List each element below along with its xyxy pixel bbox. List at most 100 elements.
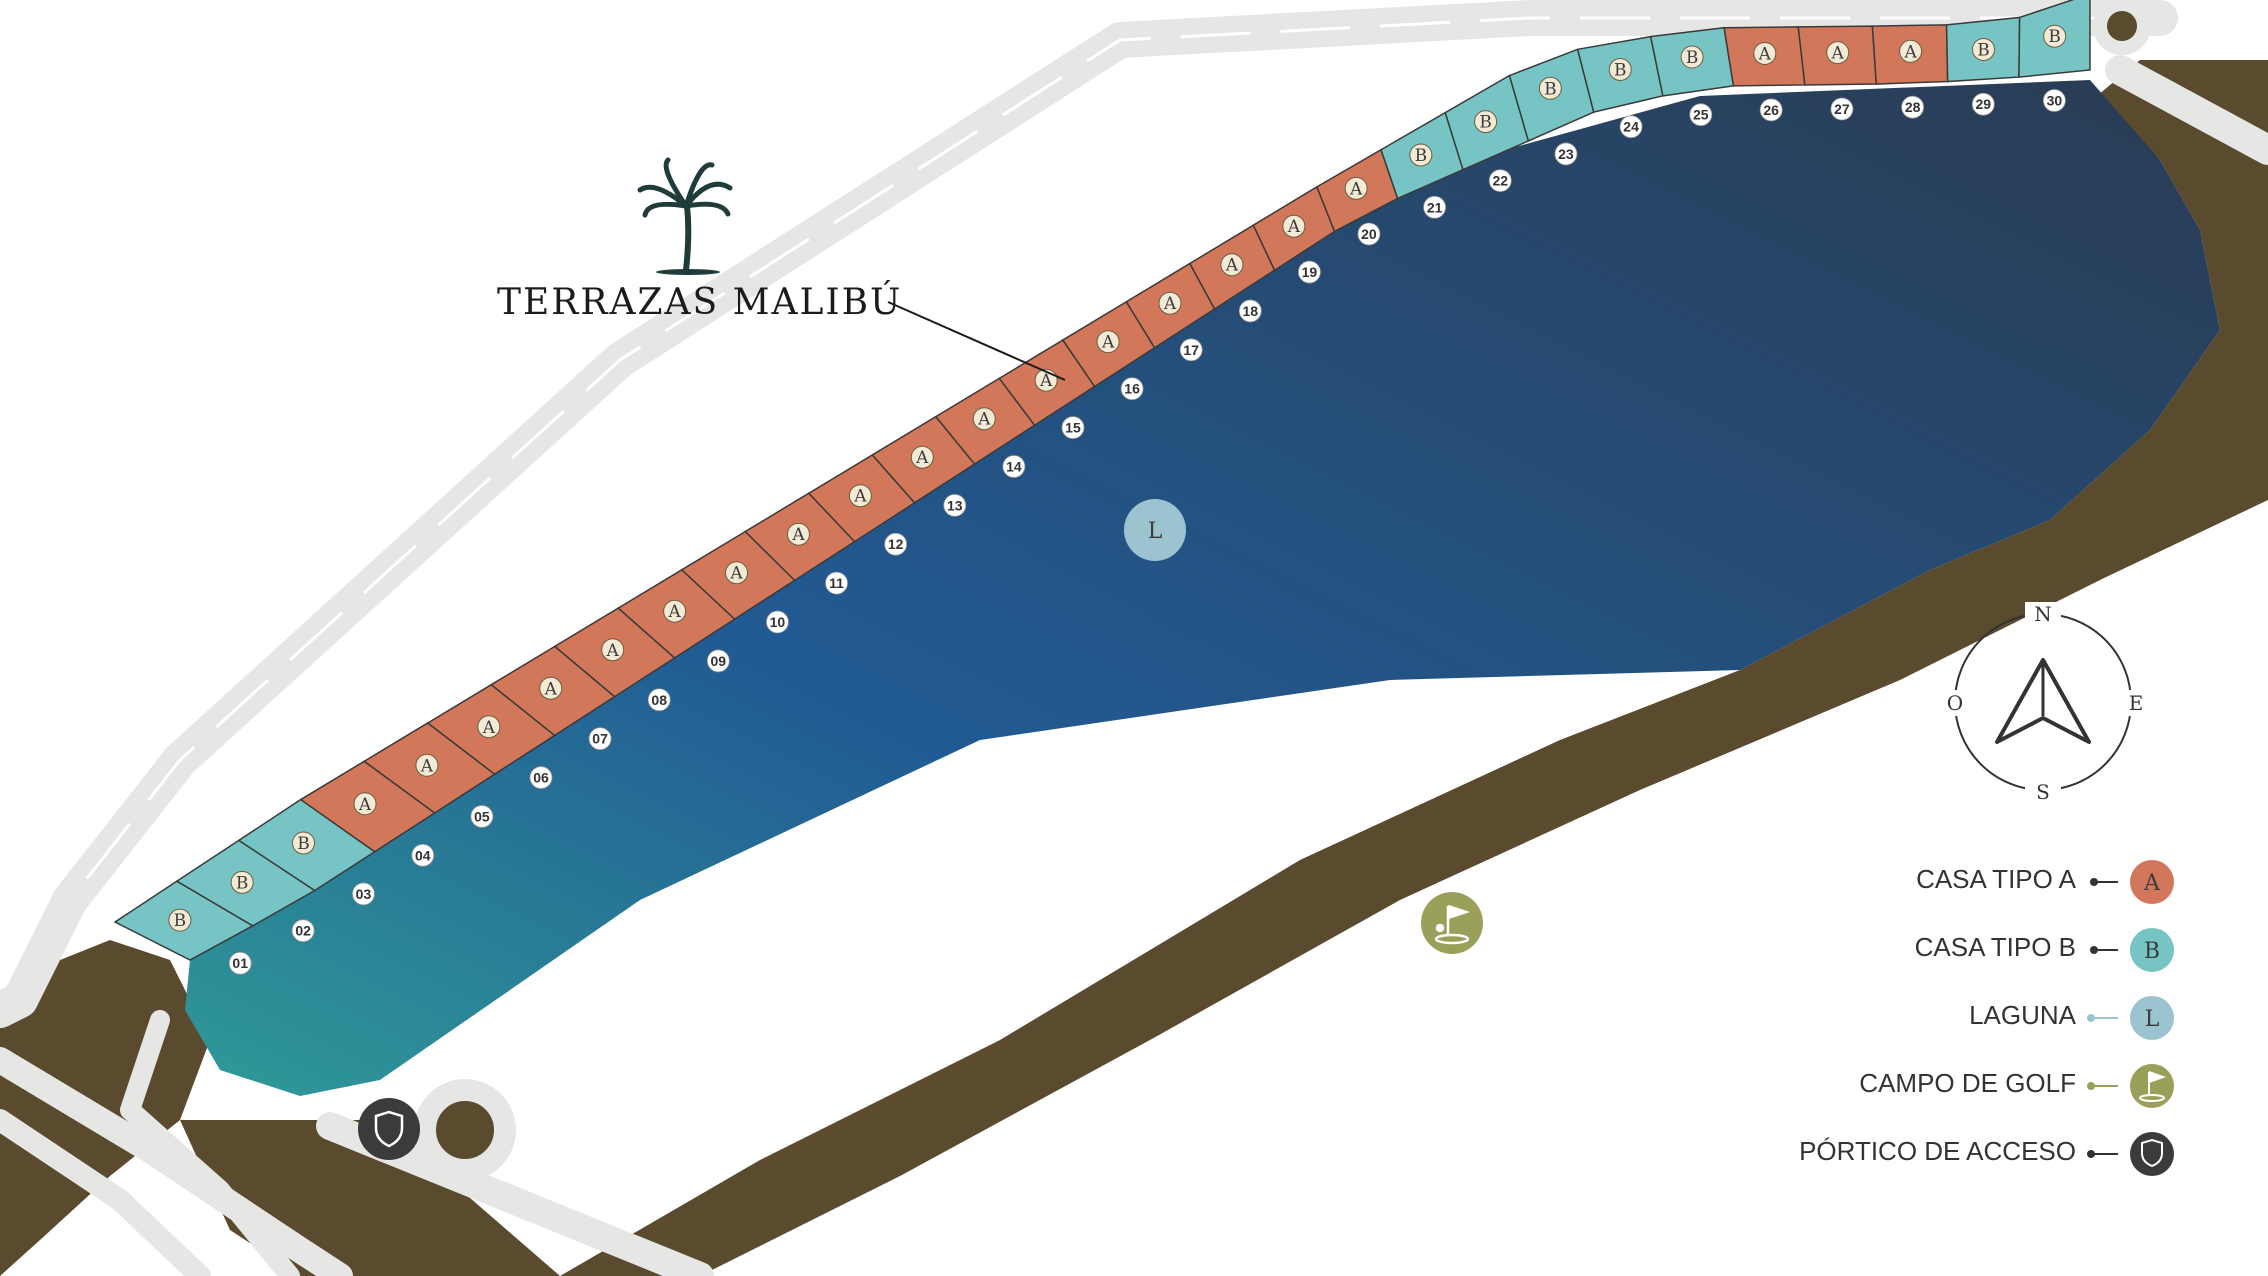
lot-12[interactable]: A 12 xyxy=(807,453,916,556)
lot-type-label: A xyxy=(1831,44,1845,64)
lot-number-label: 04 xyxy=(415,847,431,863)
lot-number-label: 18 xyxy=(1243,303,1259,319)
lot-number-badge xyxy=(588,727,612,751)
road-lines xyxy=(68,16,2150,901)
lot-number-label: 01 xyxy=(232,955,248,971)
lot-type-badge xyxy=(1608,57,1632,81)
legend: CASA TIPO A A CASA TIPO B B LAGUNA L CAMPO DE … xyxy=(1799,860,2174,1176)
lots-layer: B01B02B03A04A05A06A07A08A09A10A11A12A13A… xyxy=(113,0,2091,975)
lot-type-label: A xyxy=(977,410,991,430)
legend-item-5[interactable]: PÓRTICO DE ACCESO xyxy=(1799,1132,2174,1176)
lot-08[interactable]: A 08 xyxy=(553,607,676,712)
lot-number-label: 16 xyxy=(1124,381,1140,397)
lot-04[interactable]: A 04 xyxy=(299,760,437,867)
lot-number-label: 11 xyxy=(829,575,844,591)
lot-13[interactable]: A 13 xyxy=(871,415,976,517)
lot-number-badge xyxy=(1619,115,1643,139)
golf-flag-icon xyxy=(1434,904,1470,945)
legend-item-4[interactable]: CAMPO DE GOLF xyxy=(1859,1064,2174,1108)
letter-l-icon xyxy=(2130,996,2174,1040)
lot-type-label: A xyxy=(1758,44,1772,64)
lot-type-label: A xyxy=(1349,179,1363,199)
lot-number-badge xyxy=(1488,169,1512,193)
lot-22[interactable]: B 22 xyxy=(1444,74,1530,193)
lot-type-label: A xyxy=(606,641,620,661)
lot-type-label: A xyxy=(1039,371,1053,391)
lot-type-badge xyxy=(725,561,749,585)
lot-number-label: 05 xyxy=(474,808,490,824)
lot-number-badge xyxy=(1179,338,1203,362)
lot-type-label: B xyxy=(236,873,249,893)
lot-type-badge xyxy=(1680,45,1704,69)
legend-item-3[interactable]: LAGUNA L xyxy=(1969,996,2174,1040)
compass-north: N xyxy=(2034,602,2052,626)
golf-course-marker[interactable] xyxy=(1421,892,1483,954)
lot-number-label: 28 xyxy=(1905,99,1921,115)
lot-19[interactable]: A 19 xyxy=(1252,185,1336,284)
lot-11[interactable]: A 11 xyxy=(744,492,856,595)
lot-type-badge xyxy=(415,753,439,777)
lot-type-label: A xyxy=(791,525,805,545)
lagoon-marker[interactable]: L xyxy=(1124,499,1186,561)
lot-type-label: A xyxy=(1225,256,1239,276)
lot-type-badge xyxy=(786,522,810,546)
lot-type-label: B xyxy=(2048,27,2061,47)
legend-item-1[interactable]: CASA TIPO A A xyxy=(1916,860,2174,904)
lot-type-badge xyxy=(292,831,316,855)
lot-number-badge xyxy=(1901,95,1925,119)
lot-type-label: B xyxy=(1614,60,1627,80)
legend-item-2[interactable]: CASA TIPO B B xyxy=(1915,928,2174,972)
lot-number-badge xyxy=(1297,260,1321,284)
lot-29[interactable]: B 29 xyxy=(1945,16,2021,116)
lot-number-badge xyxy=(1830,97,1854,121)
lot-07[interactable]: A 07 xyxy=(489,645,616,751)
lot-type-label: A xyxy=(1163,294,1177,314)
lot-number-badge xyxy=(884,532,908,556)
compass-arrow-icon xyxy=(1995,658,2091,744)
lot-17[interactable]: A 17 xyxy=(1125,262,1216,362)
lot-type-badge xyxy=(1474,110,1498,134)
lot-number-label: 27 xyxy=(1834,101,1850,117)
lagoon xyxy=(185,80,2220,1096)
lot-type-label: A xyxy=(358,795,372,815)
legend-item-glyph: A xyxy=(2143,871,2161,896)
lot-number-label: 02 xyxy=(295,923,311,939)
lot-number-badge xyxy=(766,610,789,634)
lot-type-label: A xyxy=(1101,333,1115,353)
lot-02[interactable]: B 02 xyxy=(175,839,317,943)
lot-20[interactable]: A 20 xyxy=(1315,148,1399,246)
shield-glyph xyxy=(2141,1138,2163,1168)
lot-06[interactable]: A 06 xyxy=(426,683,556,789)
lot-number-label: 12 xyxy=(888,536,904,552)
lot-number-label: 13 xyxy=(947,497,963,513)
legend-connector-dot xyxy=(2090,946,2098,954)
lot-05[interactable]: A 05 xyxy=(362,722,497,828)
lot-type-badge xyxy=(910,445,934,469)
lot-26[interactable]: A 26 xyxy=(1723,26,1806,122)
legend-item-glyph: L xyxy=(2145,1007,2160,1032)
lot-21[interactable]: B 21 xyxy=(1380,111,1464,219)
legend-item-label: CASA TIPO B xyxy=(1915,932,2076,962)
lot-28[interactable]: A 28 xyxy=(1871,24,1949,119)
lot-type-label: A xyxy=(544,679,558,699)
letter-a-icon xyxy=(2130,860,2174,904)
lot-number-label: 29 xyxy=(1976,96,1992,112)
lot-type-badge xyxy=(1899,39,1923,63)
lot-number-label: 03 xyxy=(356,886,372,902)
lot-type-badge xyxy=(168,908,192,932)
portico-marker[interactable] xyxy=(358,1098,420,1160)
lot-number-badge xyxy=(1423,195,1447,219)
lot-16[interactable]: A 16 xyxy=(1061,300,1156,401)
lot-number-label: 23 xyxy=(1558,146,1574,162)
legend-connector-dot xyxy=(2090,878,2098,886)
lot-number-label: 24 xyxy=(1623,119,1639,135)
lot-type-badge xyxy=(1826,41,1850,65)
lot-type-badge xyxy=(1538,76,1562,100)
lot-23[interactable]: B 23 xyxy=(1508,48,1595,166)
lot-30[interactable]: B 30 xyxy=(2018,0,2091,112)
lot-number-label: 09 xyxy=(711,653,727,669)
lot-number-badge xyxy=(1002,455,1026,478)
lot-type-label: A xyxy=(1287,217,1301,237)
shield-icon xyxy=(2130,1132,2174,1176)
lot-number-label: 26 xyxy=(1763,102,1779,118)
